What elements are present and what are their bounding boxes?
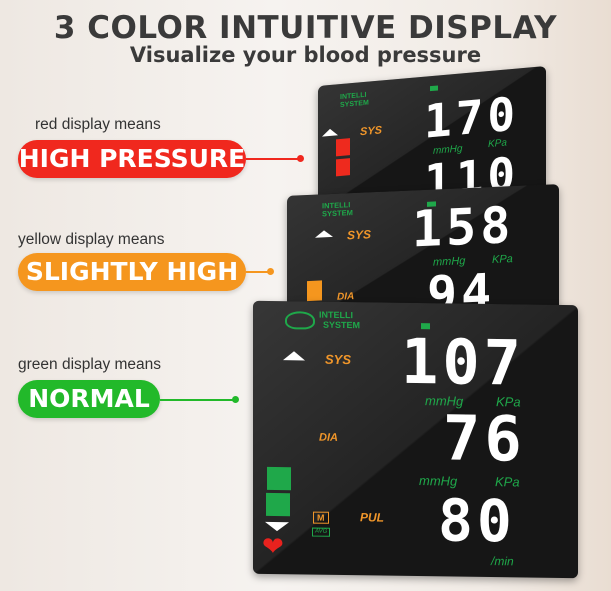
connector-line-yellow	[246, 271, 270, 273]
sys-label: SYS	[347, 227, 372, 243]
level-bar	[267, 466, 291, 491]
legend-pill-slightly-high: SLIGHTLY HIGH	[18, 253, 246, 291]
dia-reading: 76	[443, 401, 526, 476]
heartbeat-logo-icon	[285, 311, 315, 330]
display-panel-green: INTELLI SYSTEM SYS 107 mmHg KPa DIA 76 mm…	[253, 300, 578, 579]
arrow-down-icon	[265, 521, 289, 532]
sys-reading: 158	[412, 196, 515, 259]
sys-reading: 107	[401, 324, 525, 400]
avg-indicator: AVG	[312, 527, 331, 537]
sys-label: SYS	[325, 351, 352, 368]
heart-icon: ❤	[262, 530, 284, 562]
intelli-logo: INTELLI SYSTEM	[285, 309, 360, 330]
page-title: 3 COLOR INTUITIVE DISPLAY	[53, 10, 558, 46]
pulse-reading: 80	[438, 486, 516, 556]
level-bar	[336, 138, 350, 157]
unit-per-min: /min	[491, 554, 514, 569]
legend-caption-yellow: yellow display means	[18, 231, 165, 248]
sys-label: SYS	[360, 124, 383, 139]
arrow-up-icon	[315, 229, 333, 238]
arrow-up-icon	[322, 128, 338, 137]
page-subtitle: Visualize your blood pressure	[129, 43, 482, 67]
intelli-logo: INTELLI SYSTEM	[340, 91, 369, 110]
pul-label: PUL	[360, 510, 384, 525]
speaker-icon	[430, 85, 438, 92]
connector-line-red	[246, 158, 300, 160]
arrow-up-icon	[283, 351, 305, 361]
legend-caption-green: green display means	[18, 356, 162, 373]
level-bar	[307, 280, 322, 302]
legend-caption-red: red display means	[35, 116, 161, 133]
level-bar	[336, 158, 350, 177]
intelli-logo: INTELLI SYSTEM	[322, 200, 353, 219]
connector-dot-yellow	[267, 268, 274, 275]
connector-line-green	[160, 399, 235, 401]
connector-dot-red	[297, 155, 304, 162]
legend-pill-high-pressure: HIGH PRESSURE	[18, 140, 246, 178]
connector-dot-green	[232, 396, 239, 403]
unit-kpa: KPa	[492, 253, 513, 266]
dia-label: DIA	[319, 431, 338, 444]
legend-pill-normal: NORMAL	[18, 380, 160, 418]
level-bar	[266, 492, 290, 517]
memory-indicator: M	[313, 511, 329, 524]
